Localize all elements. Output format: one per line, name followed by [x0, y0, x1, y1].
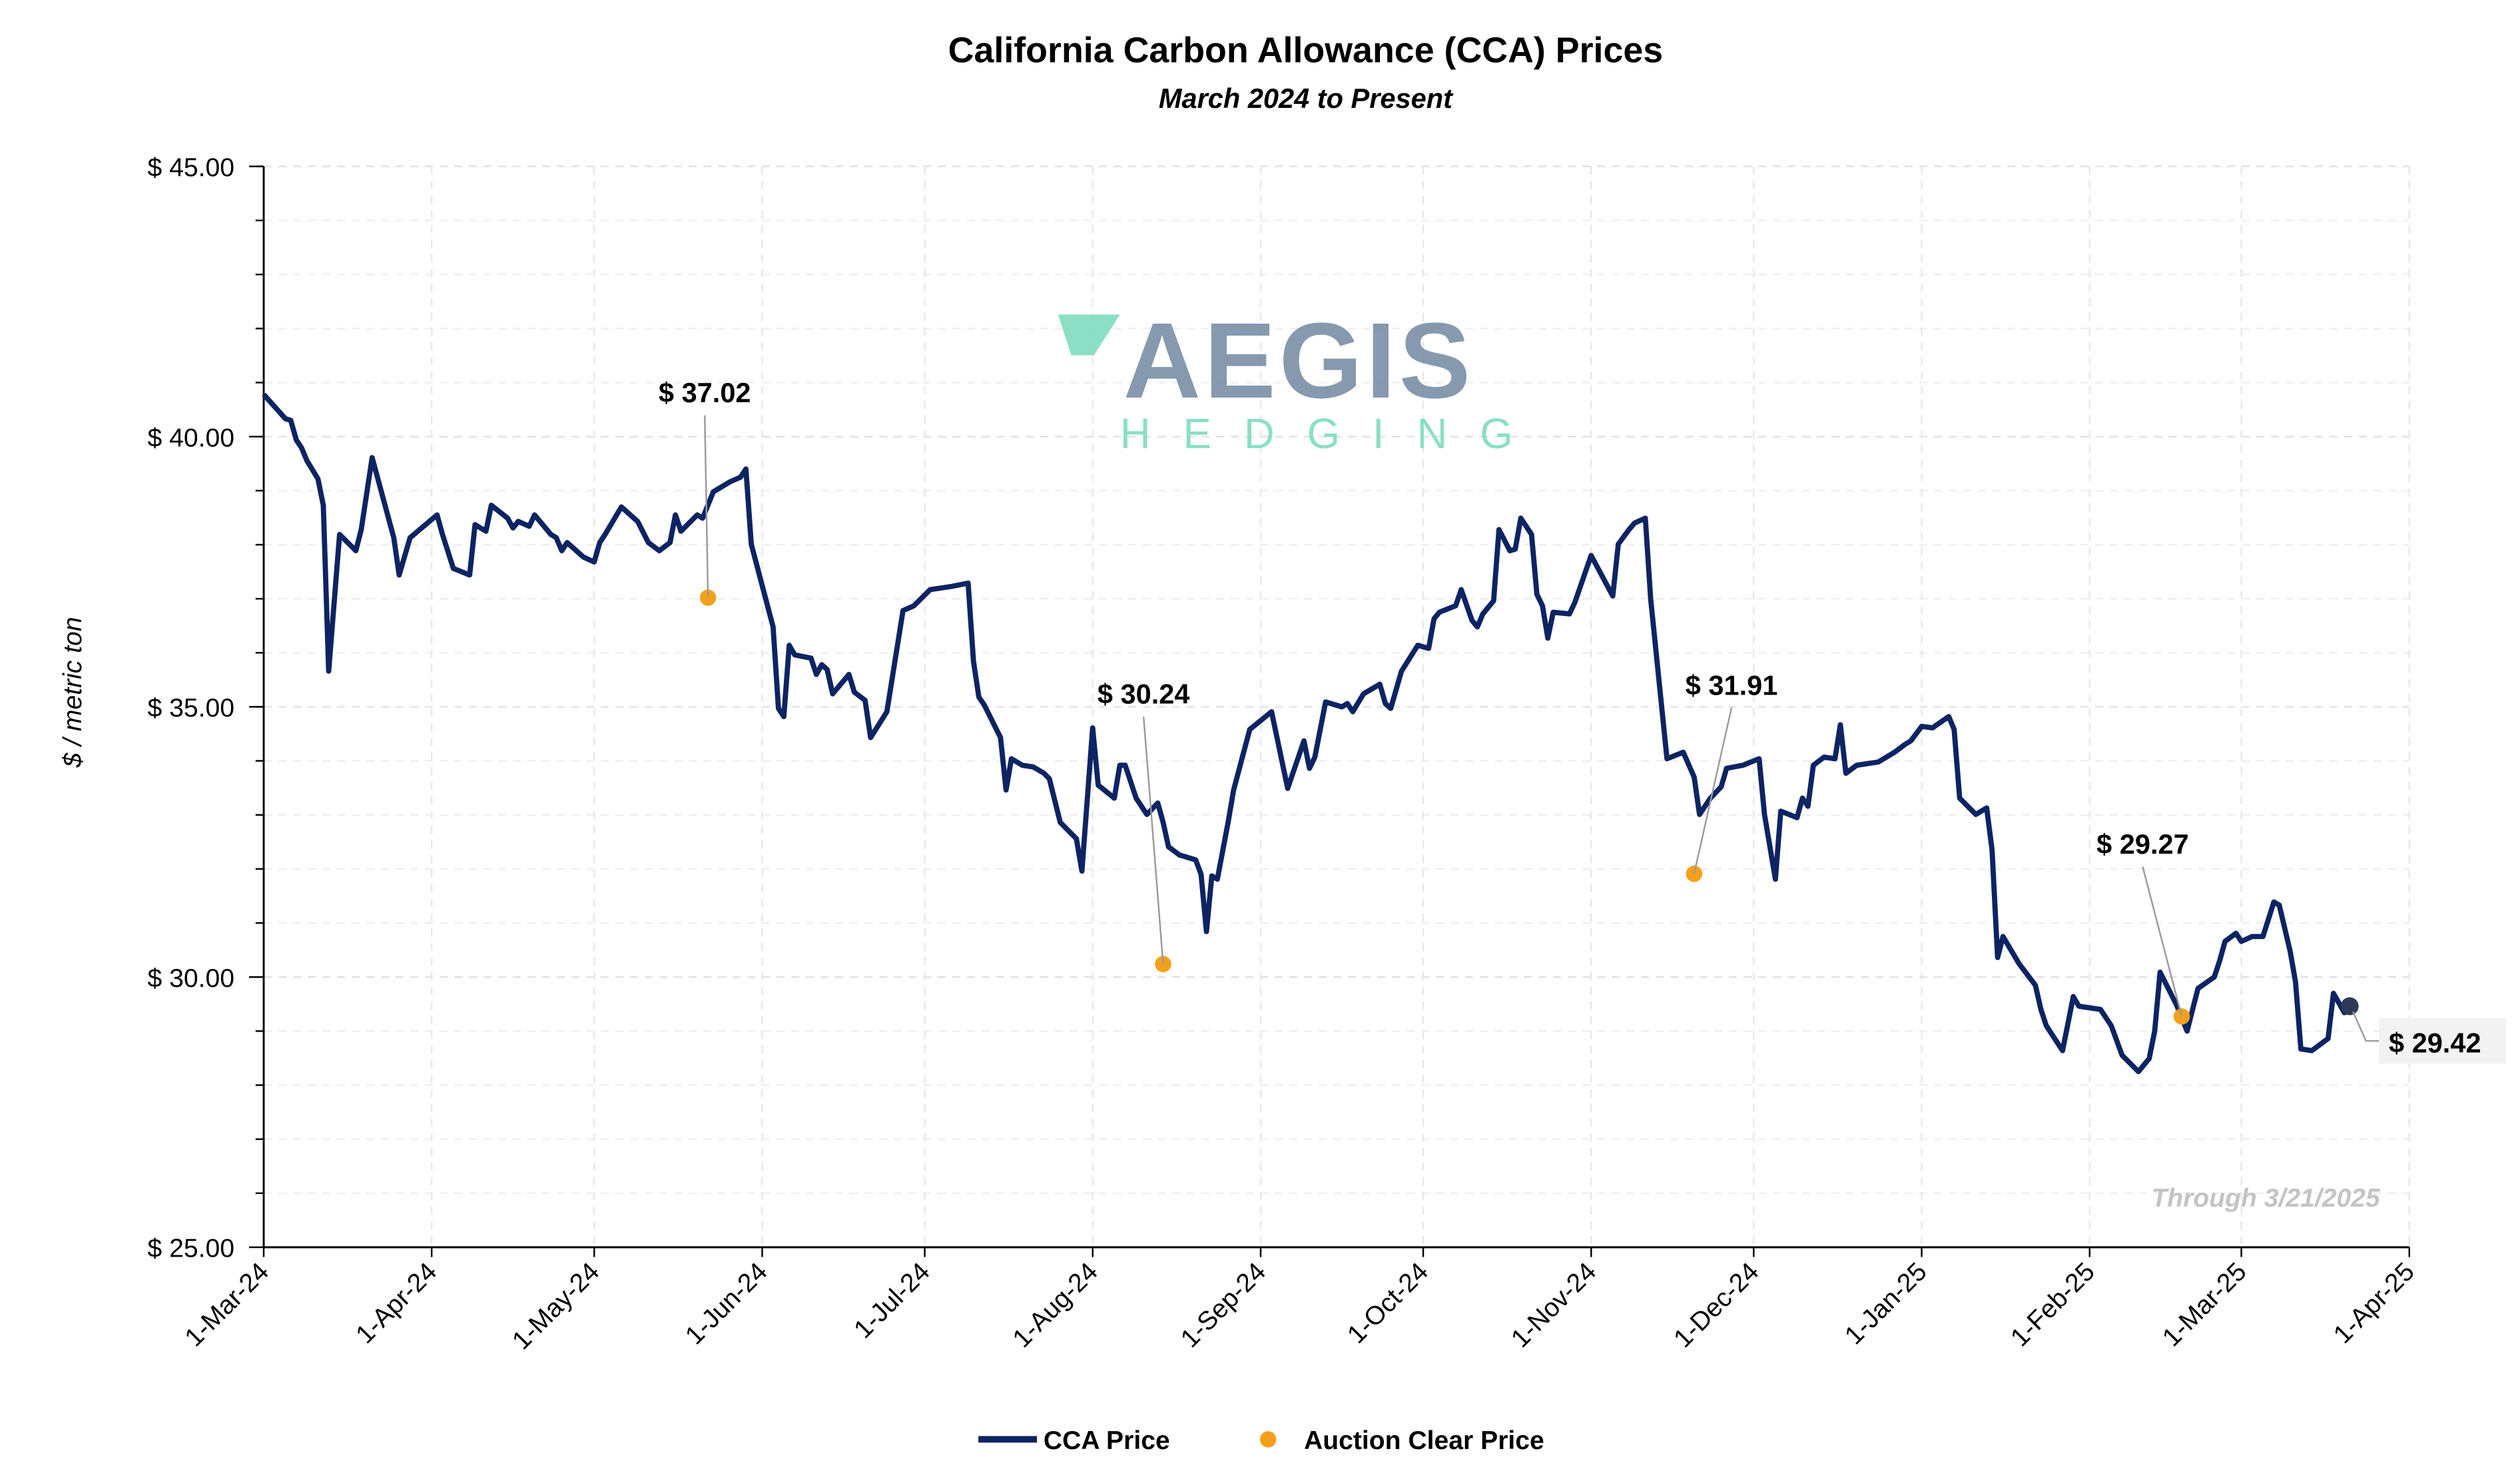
x-tick-label: 1-Jan-25 — [1839, 1257, 1933, 1350]
y-axis-label: $ / metric ton — [59, 617, 87, 768]
annotation-leader — [704, 415, 709, 598]
x-tick-label: 1-Nov-24 — [1506, 1257, 1602, 1353]
y-tick-label: $ 25.00 — [147, 1235, 234, 1263]
x-tick-label: 1-Mar-24 — [180, 1257, 275, 1352]
annotation-leader — [2142, 866, 2183, 1017]
annotation-label: $ 29.27 — [2096, 828, 2189, 860]
legend-auction-clear-price[interactable]: Auction Clear Price — [1304, 1426, 1544, 1455]
aegis-hedging-logo: AEGIS HEDGING — [1058, 301, 1546, 457]
annotation-leader — [2352, 1011, 2383, 1042]
annotation-label: $ 31.91 — [1686, 669, 1778, 701]
cca-price-line — [262, 392, 2352, 1075]
x-tick-label: 1-Sep-24 — [1175, 1257, 1271, 1353]
annotation-label: $ 37.02 — [659, 377, 751, 408]
annotation-leader — [1693, 707, 1733, 874]
x-tick-label: 1-May-24 — [507, 1257, 605, 1355]
annotation-label-bg — [2379, 1018, 2506, 1064]
legend: CCA Price Auction Clear Price — [978, 1426, 1544, 1455]
x-tick-label: 1-Aug-24 — [1008, 1257, 1103, 1353]
through-date-note: Through 3/21/2025 — [2151, 1184, 2381, 1213]
logo-sub: HEDGING — [1120, 410, 1546, 457]
annotation-label: $ 30.24 — [1098, 679, 1190, 710]
y-tick-label: $ 45.00 — [147, 154, 234, 182]
x-tick-label: 1-Mar-25 — [2157, 1257, 2252, 1352]
x-tick-label: 1-Apr-25 — [2328, 1257, 2420, 1349]
series-layer — [262, 392, 2359, 1075]
logo-mark-icon — [1058, 314, 1120, 356]
annotation-label: $ 29.42 — [2389, 1027, 2481, 1058]
legend-cca-price[interactable]: CCA Price — [1044, 1426, 1170, 1455]
legend-dot-swatch — [1260, 1431, 1277, 1448]
chart-subtitle: March 2024 to Present — [1159, 83, 1454, 114]
annotation-leader — [1142, 717, 1164, 964]
y-tick-label: $ 40.00 — [147, 424, 234, 452]
x-tick-label: 1-Jul-24 — [848, 1257, 935, 1344]
latest-price-point — [2340, 997, 2359, 1016]
x-tick-label: 1-Apr-24 — [350, 1257, 442, 1349]
y-tick-label: $ 30.00 — [147, 964, 234, 993]
logo-word: AEGIS — [1123, 301, 1474, 421]
x-tick-label: 1-Dec-24 — [1668, 1257, 1764, 1353]
x-tick-label: 1-Oct-24 — [1342, 1257, 1434, 1349]
chart-title: California Carbon Allowance (CCA) Prices — [948, 30, 1664, 70]
x-tick-label: 1-Jun-24 — [680, 1257, 773, 1350]
annotations: $ 37.02 $ 30.24 $ 31.91 $ 29.27 $ 29.42 — [659, 377, 2506, 1064]
x-tick-label: 1-Feb-25 — [2005, 1257, 2100, 1352]
y-tick-label: $ 35.00 — [147, 694, 234, 723]
